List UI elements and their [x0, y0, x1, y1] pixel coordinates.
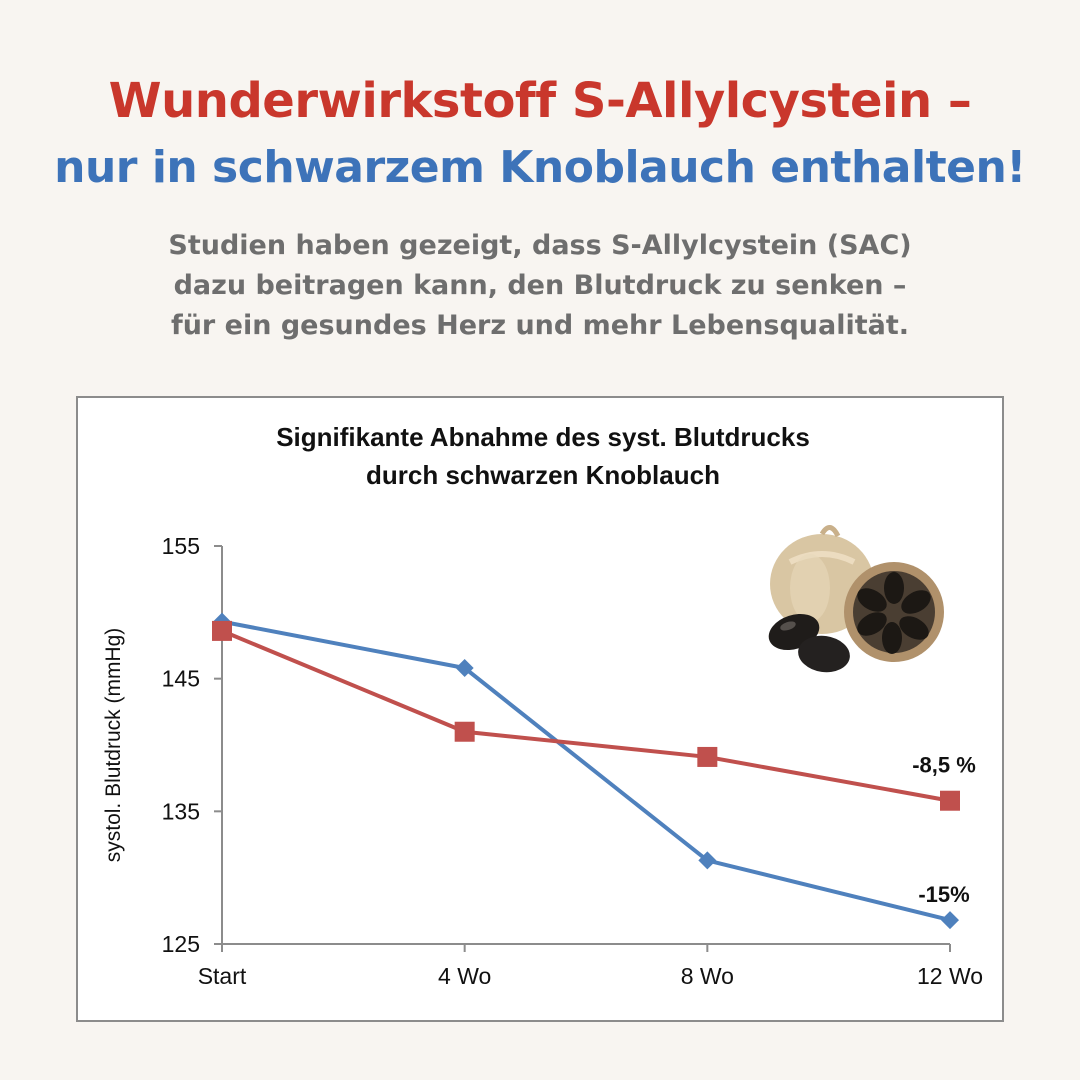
chart-title-line1: Signifikante Abnahme des syst. Blutdruck… [276, 422, 810, 452]
series-2-point [697, 746, 718, 767]
subtext-line1: Studien haben gezeigt, dass S-Allylcyste… [168, 230, 912, 261]
x-ticks: Start 4 Wo 8 Wo 12 Wo [198, 944, 983, 989]
chart-title-line2: durch schwarzen Knoblauch [366, 460, 720, 490]
x-tick-label: Start [198, 963, 247, 989]
series-1-point [455, 659, 474, 678]
series-2-point [454, 721, 475, 742]
y-tick-label: 135 [162, 798, 200, 824]
x-tick-label: 4 Wo [438, 963, 491, 989]
series-1-end-label: -15% [918, 882, 969, 907]
headline-line2: nur in schwarzem Knoblauch enthalten! [54, 142, 1026, 193]
chart-frame: Signifikante Abnahme des syst. Blutdruck… [76, 396, 1004, 1022]
y-ticks: 155 145 135 125 [162, 533, 222, 957]
x-tick-label: 12 Wo [917, 963, 983, 989]
y-tick-label: 155 [162, 533, 200, 559]
x-tick-label: 8 Wo [681, 963, 734, 989]
series-2-point [212, 620, 232, 641]
series: -15% -8,5 % [212, 612, 976, 930]
y-tick-label: 145 [162, 666, 200, 692]
series-2-point [940, 790, 960, 811]
y-tick-label: 125 [162, 931, 200, 957]
series-2-end-label: -8,5 % [912, 753, 976, 778]
black-garlic-photo [768, 525, 944, 673]
series-1-point [941, 911, 959, 930]
series-line-2 [221, 629, 951, 803]
subtext-line3: für ein gesundes Herz und mehr Lebensqua… [170, 310, 910, 341]
series-line-1 [221, 619, 951, 923]
headline-line1: Wunderwirkstoff S-Allylcystein – [108, 73, 972, 129]
y-axis-label: systol. Blutdruck (mmHg) [102, 628, 125, 863]
subtext-line2: dazu beitragen kann, den Blutdruck zu se… [173, 270, 907, 301]
blood-pressure-chart: Signifikante Abnahme des syst. Blutdruck… [102, 422, 983, 989]
series-1-point [698, 851, 717, 870]
